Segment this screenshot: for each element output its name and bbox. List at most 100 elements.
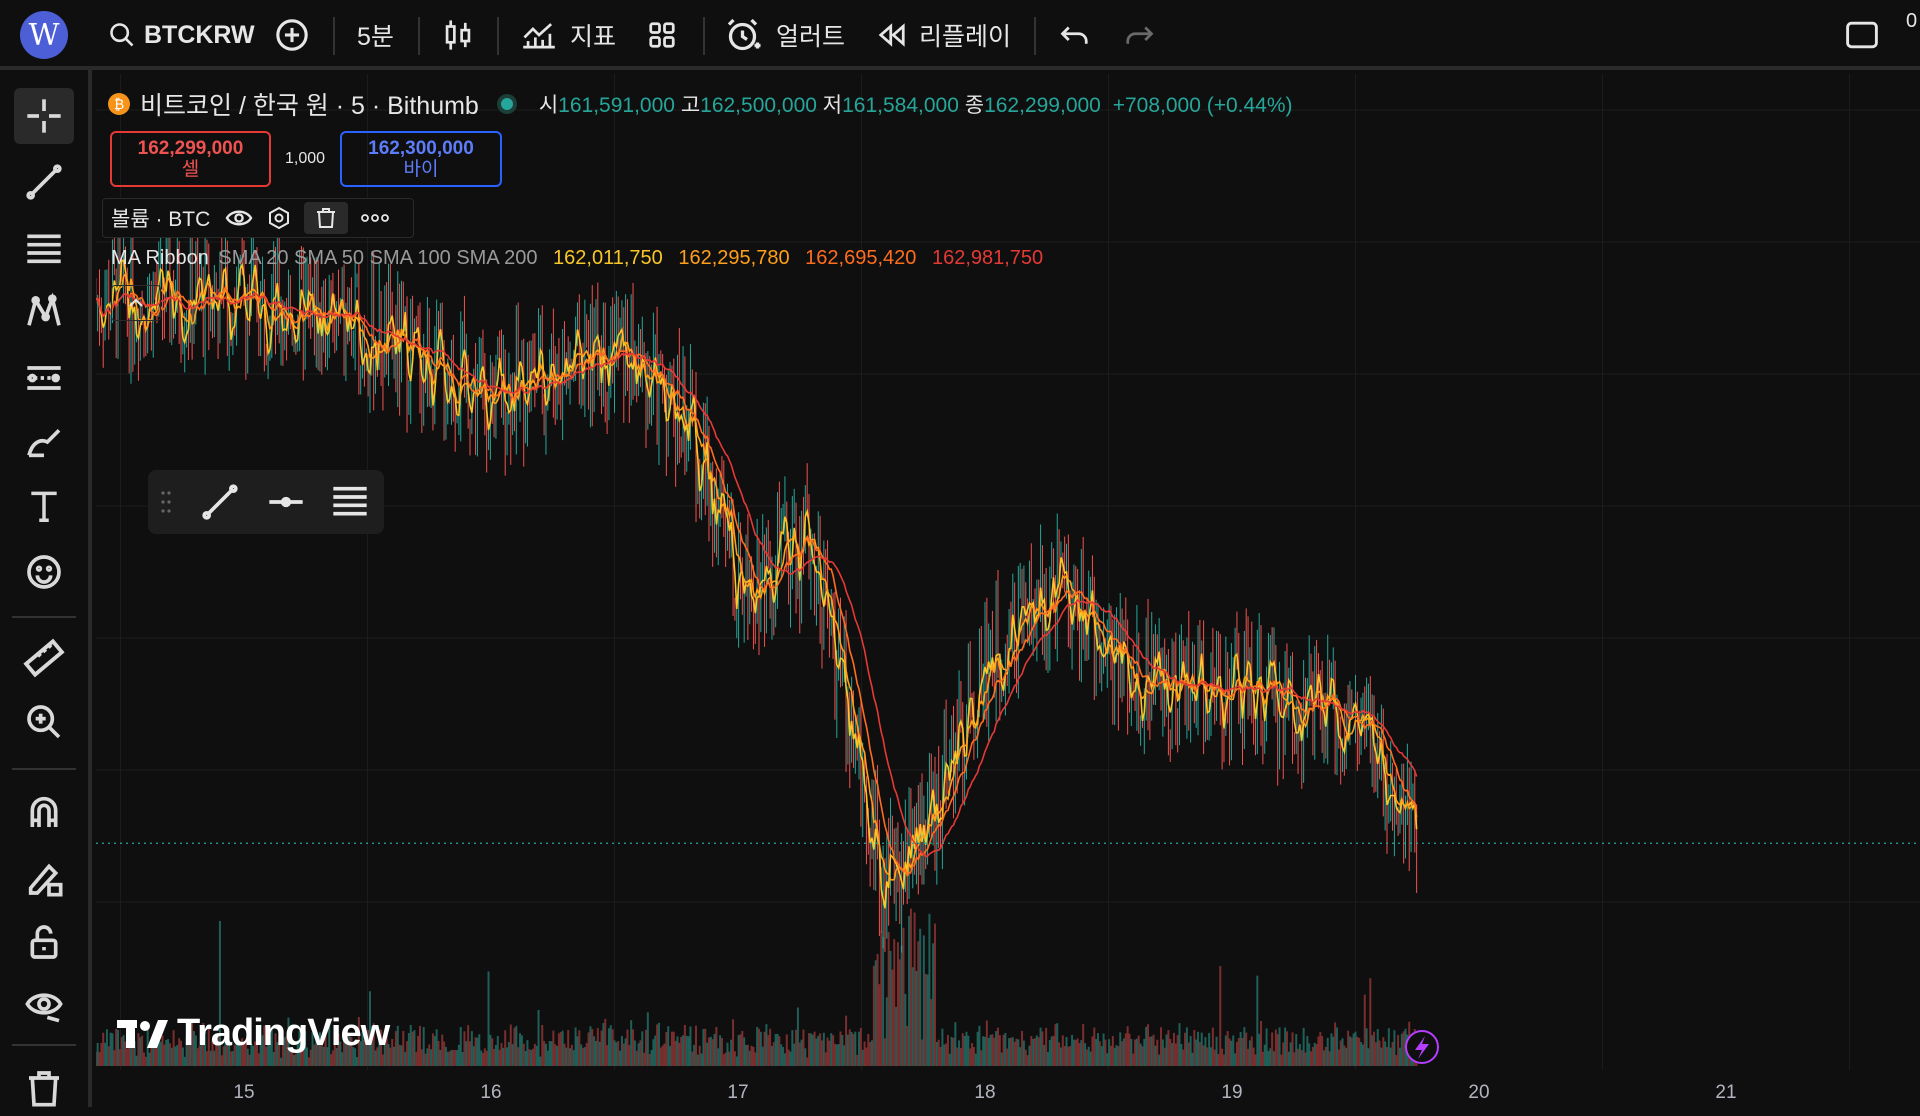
symbol-search[interactable]: BTCKRW xyxy=(108,0,255,70)
volume-bar xyxy=(209,1050,212,1066)
volume-bar xyxy=(869,1041,872,1066)
volume-bar xyxy=(761,1046,764,1066)
volume-bar xyxy=(1287,1051,1290,1066)
volume-bar xyxy=(522,1043,525,1066)
volume-bar xyxy=(600,1030,603,1066)
buy-label: 바이 xyxy=(403,159,439,180)
volume-bar xyxy=(704,1028,707,1066)
indicators-button[interactable]: 지표 xyxy=(522,0,616,70)
volume-bar xyxy=(263,1025,266,1066)
volume-bar xyxy=(537,1009,540,1066)
delete-indicator-button[interactable] xyxy=(304,202,349,234)
compare-button[interactable] xyxy=(275,0,309,70)
volume-bar xyxy=(665,1031,668,1066)
volume-bar xyxy=(131,1035,134,1066)
volume-bar xyxy=(296,1040,299,1066)
volume-bar xyxy=(250,1043,253,1066)
volume-bar xyxy=(1021,1030,1024,1066)
volume-bar xyxy=(189,1042,192,1066)
volume-bar xyxy=(150,1040,153,1066)
pattern-tool[interactable] xyxy=(14,284,74,340)
volume-bar xyxy=(959,1048,962,1066)
settings-icon[interactable] xyxy=(266,206,292,230)
volume-bar xyxy=(928,913,931,1066)
volume-bar xyxy=(367,1029,370,1066)
forecast-tool[interactable] xyxy=(14,350,74,406)
volume-bar xyxy=(1360,1041,1363,1066)
interval-button[interactable]: 5분 xyxy=(357,23,394,51)
volume-bar xyxy=(795,1029,798,1066)
volume-bar xyxy=(733,1051,736,1066)
undo-button[interactable] xyxy=(1060,0,1090,70)
trend-line-icon[interactable] xyxy=(200,482,240,522)
fib-tool[interactable] xyxy=(14,220,74,276)
crosshair-tool[interactable] xyxy=(14,88,74,144)
volume-bar xyxy=(494,1044,497,1066)
lock-drawing-tool[interactable] xyxy=(14,850,74,906)
horizontal-ray-icon[interactable] xyxy=(266,482,306,522)
volume-bar xyxy=(676,1036,679,1066)
user-avatar[interactable]: W xyxy=(20,11,68,59)
replay-button[interactable]: 리플레이 xyxy=(877,0,1011,70)
volume-bar xyxy=(1085,1049,1088,1066)
flash-icon[interactable] xyxy=(1405,1030,1439,1064)
volume-bar xyxy=(1358,1037,1361,1066)
lines-icon[interactable] xyxy=(328,482,372,522)
volume-bar xyxy=(1293,1052,1296,1066)
volume-bar xyxy=(776,1033,779,1066)
zoom-tool[interactable] xyxy=(14,694,74,750)
fullscreen-button[interactable] xyxy=(1845,0,1879,70)
ma-ribbon-label[interactable]: MA Ribbon xyxy=(111,247,209,269)
volume-bar xyxy=(96,1051,97,1066)
volume-bar xyxy=(181,1047,184,1066)
volume-bar xyxy=(167,1039,170,1066)
volume-bar xyxy=(935,1041,938,1066)
volume-bar xyxy=(105,1029,108,1066)
more-icon[interactable] xyxy=(360,213,390,223)
brush-tool[interactable] xyxy=(14,414,74,470)
volume-bar xyxy=(285,1036,288,1066)
sidebar-divider xyxy=(12,768,76,770)
text-tool[interactable] xyxy=(14,478,74,534)
hide-tool[interactable] xyxy=(14,976,74,1032)
volume-bar xyxy=(191,1019,194,1066)
lock-all-tool[interactable] xyxy=(14,914,74,970)
trend-line-tool[interactable] xyxy=(14,154,74,210)
volume-bar xyxy=(141,1035,144,1066)
volume-bar xyxy=(202,1023,205,1066)
volume-bars xyxy=(96,908,1418,1066)
volume-bar xyxy=(865,1047,868,1066)
symbol-title[interactable]: 비트코인 / 한국 원 · 5 · Bithumb xyxy=(140,92,479,120)
sell-button[interactable]: 162,299,000 셀 xyxy=(110,131,271,187)
volume-bar xyxy=(893,939,896,1066)
volume-bar xyxy=(472,1046,475,1066)
zoom-in-icon xyxy=(27,705,61,739)
volume-bar xyxy=(808,1033,811,1066)
volume-bar xyxy=(1237,1037,1240,1066)
measure-tool[interactable] xyxy=(14,630,74,686)
eye-icon[interactable] xyxy=(224,206,254,230)
chart-type-button[interactable] xyxy=(443,0,473,70)
emoji-tool[interactable] xyxy=(14,544,74,600)
volume-bar xyxy=(230,1051,233,1066)
volume-bar xyxy=(1174,1043,1177,1066)
volume-bar xyxy=(380,1029,383,1066)
drag-handle-icon[interactable] xyxy=(160,490,172,514)
price-chart[interactable] xyxy=(96,74,1920,1107)
magnet-tool[interactable] xyxy=(14,784,74,840)
delete-tool[interactable] xyxy=(14,1060,74,1116)
volume-bar xyxy=(1272,1051,1275,1066)
collapse-legend-button[interactable] xyxy=(111,285,161,321)
volume-bar xyxy=(1117,1046,1120,1066)
layouts-button[interactable] xyxy=(647,0,677,70)
volume-bar xyxy=(257,1053,260,1066)
volume-bar xyxy=(493,1049,496,1066)
volume-bar xyxy=(120,1037,123,1066)
buy-button[interactable]: 162,300,000 바이 xyxy=(340,131,502,187)
redo-button[interactable] xyxy=(1124,0,1154,70)
volume-bar xyxy=(267,1042,270,1066)
alerts-button[interactable]: 얼러트 xyxy=(726,0,845,70)
volume-bar xyxy=(352,1047,355,1066)
volume-bar xyxy=(750,1045,753,1066)
volume-bar xyxy=(802,1029,805,1066)
